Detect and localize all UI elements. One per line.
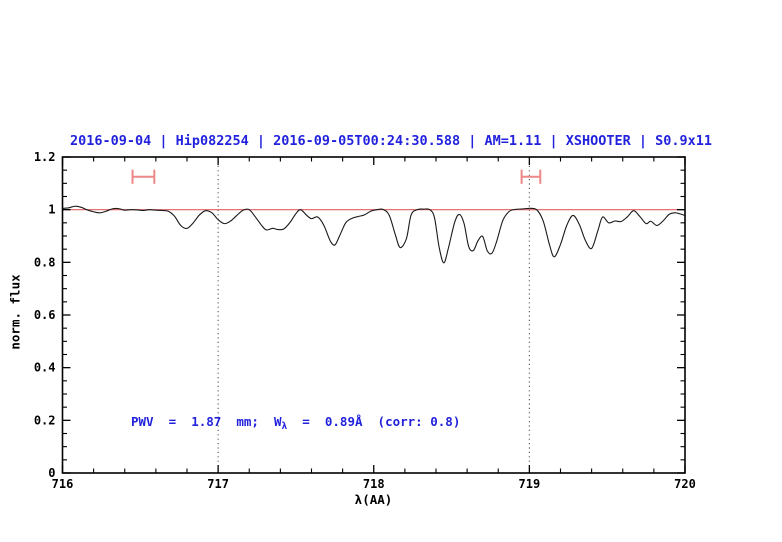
y-tick-label: 0.8: [34, 255, 56, 269]
lambda-subscript: λ: [281, 421, 288, 432]
x-tick-label: 719: [519, 477, 541, 491]
y-tick-label: 0: [48, 466, 55, 480]
spectrum-curve: [62, 205, 686, 264]
x-tick-label: 717: [207, 477, 229, 491]
plot-title: 2016-09-04 | Hip082254 | 2016-09-05T00:2…: [69, 133, 713, 149]
pwv-annotation: PWV = 1.87 mm; Wλ = 0.89Å (corr: 0.8): [131, 414, 460, 432]
y-tick-label: 0.4: [34, 361, 56, 375]
x-tick-label: 716: [52, 477, 74, 491]
y-tick-label: 0.6: [34, 308, 56, 322]
pwv-annotation-post: = 0.89Å (corr: 0.8): [287, 414, 461, 429]
x-tick-label: 718: [363, 477, 385, 491]
y-axis-label: norm. flux: [7, 274, 23, 350]
y-tick-label: 1: [48, 203, 55, 217]
x-tick-label: 720: [674, 477, 696, 491]
y-tick-label: 0.2: [34, 413, 56, 427]
x-axis-label: λ(AA): [354, 492, 393, 507]
y-tick-label: 1.2: [34, 150, 56, 164]
pwv-annotation-pre: PWV = 1.87 mm; W: [131, 414, 282, 429]
